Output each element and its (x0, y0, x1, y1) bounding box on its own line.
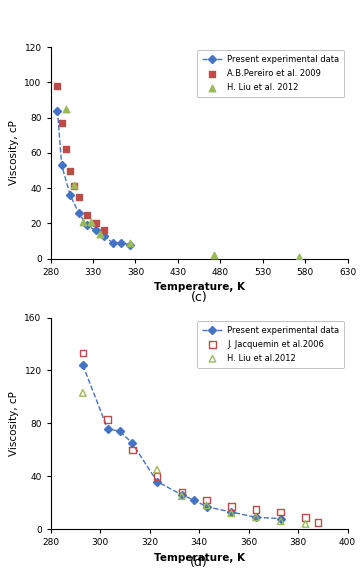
J. Jacquemin et al.2006 (253, 505, 259, 514)
J. Jacquemin et al.2006 (129, 445, 135, 455)
J. Jacquemin et al.2006 (303, 513, 308, 522)
H. Liu et al.2012 (154, 465, 160, 475)
H. Liu et al. 2012 (72, 180, 77, 189)
J. Jacquemin et al.2006 (154, 472, 160, 481)
Present experimental data (180, 492, 184, 499)
H. Liu et al. 2012 (127, 238, 132, 248)
J. Jacquemin et al.2006 (80, 349, 86, 358)
X-axis label: Temperature, K: Temperature, K (153, 553, 245, 563)
J. Jacquemin et al.2006 (179, 487, 185, 497)
Present experimental data (76, 209, 81, 216)
Present experimental data (110, 239, 115, 246)
H. Liu et al.2012 (203, 500, 209, 510)
A.B.Pereiro et al. 2009 (101, 226, 107, 235)
A.B.Pereiro et al. 2009 (84, 210, 90, 219)
J. Jacquemin et al.2006 (203, 495, 209, 505)
J. Jacquemin et al.2006 (315, 518, 321, 527)
Present experimental data (81, 362, 85, 369)
Present experimental data (119, 239, 123, 246)
H. Liu et al. 2012 (63, 104, 69, 113)
Present experimental data (192, 496, 196, 503)
H. Liu et al.2012 (303, 519, 308, 529)
A.B.Pereiro et al. 2009 (55, 81, 60, 91)
A.B.Pereiro et al. 2009 (72, 182, 77, 191)
Text: (c): (c) (191, 291, 207, 304)
H. Liu et al. 2012 (88, 217, 94, 226)
Present experimental data (85, 222, 89, 229)
Y-axis label: Viscosity, cP: Viscosity, cP (9, 391, 19, 456)
A.B.Pereiro et al. 2009 (59, 118, 64, 128)
Present experimental data (55, 107, 60, 114)
A.B.Pereiro et al. 2009 (63, 145, 69, 154)
H. Liu et al.2012 (278, 517, 283, 526)
Present experimental data (254, 514, 258, 521)
Present experimental data (105, 425, 110, 432)
Line: Present experimental data: Present experimental data (55, 108, 132, 248)
Present experimental data (93, 227, 98, 234)
H. Liu et al.2012 (253, 513, 259, 522)
Present experimental data (102, 232, 106, 239)
H. Liu et al.2012 (179, 492, 185, 501)
Line: Present experimental data: Present experimental data (80, 362, 283, 522)
H. Liu et al.2012 (80, 388, 86, 397)
Present experimental data (155, 478, 159, 485)
Present experimental data (278, 515, 283, 522)
H. Liu et al.2012 (228, 509, 234, 518)
Present experimental data (59, 162, 64, 169)
A.B.Pereiro et al. 2009 (93, 219, 98, 228)
Present experimental data (68, 192, 72, 199)
J. Jacquemin et al.2006 (105, 415, 110, 424)
H. Liu et al. 2012 (296, 252, 302, 262)
H. Liu et al. 2012 (211, 250, 217, 260)
J. Jacquemin et al.2006 (228, 502, 234, 512)
Present experimental data (130, 440, 134, 447)
Y-axis label: Viscosity, cP: Viscosity, cP (9, 121, 19, 185)
Legend: Present experimental data, A.B.Pereiro et al. 2009, H. Liu et al. 2012: Present experimental data, A.B.Pereiro e… (197, 51, 344, 98)
J. Jacquemin et al.2006 (278, 507, 283, 517)
Present experimental data (127, 241, 132, 248)
X-axis label: Temperature, K: Temperature, K (153, 282, 245, 292)
A.B.Pereiro et al. 2009 (67, 166, 73, 175)
A.B.Pereiro et al. 2009 (76, 192, 81, 202)
H. Liu et al. 2012 (97, 229, 103, 239)
Present experimental data (229, 509, 233, 516)
Text: (d): (d) (190, 556, 208, 569)
Legend: Present experimental data, J. Jacquemin et al.2006, H. Liu et al.2012: Present experimental data, J. Jacquemin … (197, 321, 344, 368)
Present experimental data (204, 503, 209, 510)
Present experimental data (118, 428, 122, 435)
H. Liu et al. 2012 (80, 217, 86, 226)
